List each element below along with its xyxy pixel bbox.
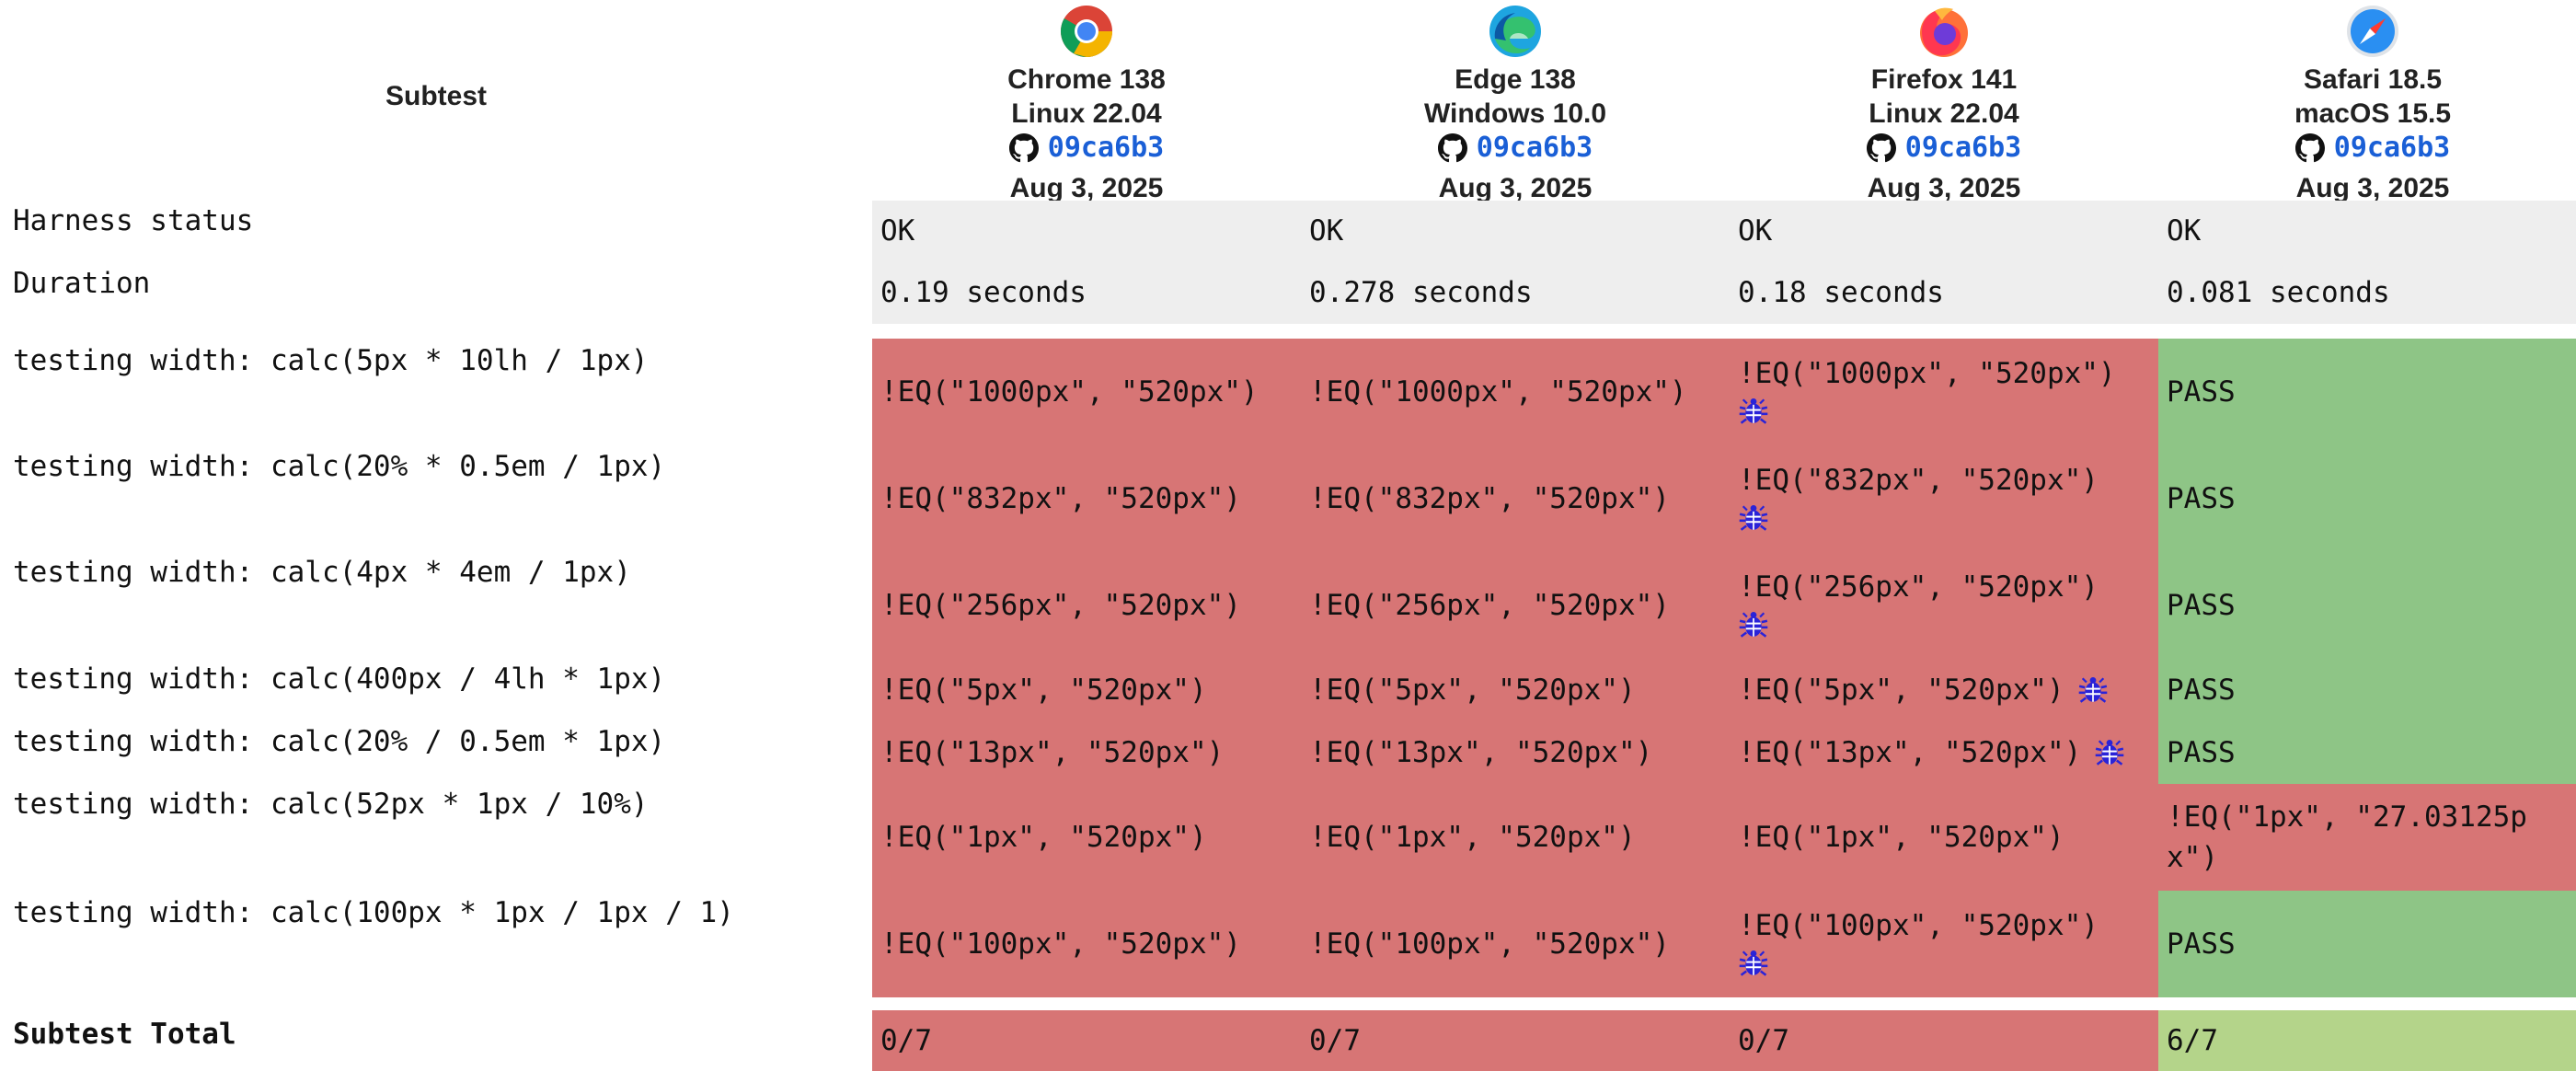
revision-link[interactable]: 09ca6b3 [1476, 132, 1593, 164]
run-date: Aug 3, 2025 [1438, 172, 1593, 203]
result-cell-pass: PASS [2158, 552, 2576, 659]
chrome-logo-icon [1061, 6, 1112, 57]
revision-link[interactable]: 09ca6b3 [1904, 132, 2022, 164]
harness-status-cell: OK [872, 201, 1301, 261]
github-icon [1867, 133, 1896, 163]
subtest-name: testing width: calc(400px / 4lh * 1px) [13, 662, 666, 696]
revision-link[interactable]: 09ca6b3 [2333, 132, 2451, 164]
result-text: !EQ("13px", "520px") [1738, 736, 2082, 769]
firefox-logo-icon [1920, 7, 1968, 57]
result-cell-fail: !EQ("5px", "520px") [1730, 659, 2158, 721]
duration-cell: 0.278 seconds [1301, 261, 1730, 324]
github-icon [1009, 133, 1039, 163]
result-cell-pass: PASS [2158, 721, 2576, 784]
result-text: !EQ("832px", "520px") [1738, 464, 2099, 497]
browser-os: macOS 15.5 [2294, 98, 2452, 129]
result-text: !EQ("5px", "520px") [1738, 674, 2064, 707]
total-cell: 0/7 [872, 1010, 1301, 1071]
harness-status-cell: OK [1301, 201, 1730, 261]
browser-name: Chrome 138 [1007, 64, 1166, 95]
result-cell-pass: PASS [2158, 339, 2576, 445]
run-date: Aug 3, 2025 [1009, 172, 1164, 203]
subtest-name: testing width: calc(4px * 4em / 1px) [13, 556, 631, 589]
run-date: Aug 3, 2025 [1867, 172, 2021, 203]
result-cell-fail: !EQ("100px", "520px") [1730, 891, 2158, 997]
subtest-name: testing width: calc(5px * 10lh / 1px) [13, 344, 649, 377]
subtest-column-header: Subtest [385, 81, 487, 111]
result-text: !EQ("100px", "520px") [1738, 909, 2099, 942]
result-text-wrap: x") [2167, 841, 2218, 874]
safari-logo-icon [2347, 6, 2398, 57]
result-cell-fail: !EQ("832px", "520px") [1301, 445, 1730, 552]
result-cell-fail: !EQ("832px", "520px") [1730, 445, 2158, 552]
result-cell-fail: !EQ("5px", "520px") [872, 659, 1301, 721]
browser-header-firefox: Firefox 141 Linux 22.04 09ca6b3 Aug 3, 2… [1730, 0, 2158, 205]
duration-cell: 0.19 seconds [872, 261, 1301, 324]
result-cell-fail: !EQ("1000px", "520px") [872, 339, 1301, 445]
result-cell-fail: !EQ("256px", "520px") [1730, 552, 2158, 659]
bug-icon[interactable] [1738, 396, 1769, 427]
browser-header-edge: Edge 138 Windows 10.0 09ca6b3 Aug 3, 202… [1301, 0, 1730, 205]
bug-icon[interactable] [1738, 502, 1769, 534]
subtest-name: testing width: calc(52px * 1px / 10%) [13, 788, 649, 821]
bug-icon[interactable] [2094, 737, 2125, 768]
bug-icon[interactable] [1738, 948, 1769, 979]
github-icon [1438, 133, 1467, 163]
subtest-total-label: Subtest Total [13, 1018, 236, 1051]
browser-os: Linux 22.04 [1011, 98, 1162, 129]
result-cell-fail: !EQ("1000px", "520px") [1301, 339, 1730, 445]
result-text: !EQ("1000px", "520px") [1738, 357, 2116, 390]
run-date: Aug 3, 2025 [2295, 172, 2450, 203]
total-cell: 0/7 [1730, 1010, 2158, 1071]
edge-logo-icon [1489, 6, 1541, 57]
result-cell-fail: !EQ("1px", "520px") [872, 784, 1301, 891]
total-cell: 6/7 [2158, 1010, 2576, 1071]
result-text: !EQ("1px", "27.03125p [2167, 800, 2527, 834]
result-cell-fail: !EQ("1px", "520px") [1730, 784, 2158, 891]
result-cell-pass: PASS [2158, 445, 2576, 552]
harness-status-cell: OK [1730, 201, 2158, 261]
result-cell-fail: !EQ("832px", "520px") [872, 445, 1301, 552]
result-cell-fail: !EQ("100px", "520px") [872, 891, 1301, 997]
harness-status-label: Harness status [13, 204, 254, 237]
result-cell-fail: !EQ("1px", "520px") [1301, 784, 1730, 891]
result-cell-fail: !EQ("13px", "520px") [1301, 721, 1730, 784]
duration-label: Duration [13, 267, 151, 300]
browser-os: Windows 10.0 [1423, 98, 1607, 129]
harness-status-cell: OK [2158, 201, 2576, 261]
result-cell-fail: !EQ("256px", "520px") [1301, 552, 1730, 659]
duration-cell: 0.081 seconds [2158, 261, 2576, 324]
result-cell-fail: !EQ("1000px", "520px") [1730, 339, 2158, 445]
browser-name: Edge 138 [1455, 64, 1576, 95]
subtest-name: testing width: calc(100px * 1px / 1px / … [13, 896, 734, 929]
result-cell-fail: !EQ("1px", "27.03125p x") [2158, 784, 2576, 891]
bug-icon[interactable] [2077, 674, 2109, 706]
total-cell: 0/7 [1301, 1010, 1730, 1071]
result-cell-fail: !EQ("13px", "520px") [1730, 721, 2158, 784]
result-cell-fail: !EQ("100px", "520px") [1301, 891, 1730, 997]
result-cell-fail: !EQ("256px", "520px") [872, 552, 1301, 659]
revision-link[interactable]: 09ca6b3 [1047, 132, 1165, 164]
bug-icon[interactable] [1738, 609, 1769, 640]
result-cell-fail: !EQ("5px", "520px") [1301, 659, 1730, 721]
result-cell-fail: !EQ("13px", "520px") [872, 721, 1301, 784]
subtest-name: testing width: calc(20% / 0.5em * 1px) [13, 725, 666, 758]
duration-cell: 0.18 seconds [1730, 261, 2158, 324]
github-icon [2295, 133, 2325, 163]
subtest-name: testing width: calc(20% * 0.5em / 1px) [13, 450, 666, 483]
browser-name: Firefox 141 [1870, 64, 2018, 95]
result-cell-pass: PASS [2158, 891, 2576, 997]
browser-os: Linux 22.04 [1869, 98, 2019, 129]
browser-header-safari: Safari 18.5 macOS 15.5 09ca6b3 Aug 3, 20… [2158, 0, 2576, 205]
result-text: !EQ("256px", "520px") [1738, 570, 2099, 604]
browser-name: Safari 18.5 [2303, 64, 2443, 95]
browser-header-chrome: Chrome 138 Linux 22.04 09ca6b3 Aug 3, 20… [872, 0, 1301, 205]
result-cell-pass: PASS [2158, 659, 2576, 721]
